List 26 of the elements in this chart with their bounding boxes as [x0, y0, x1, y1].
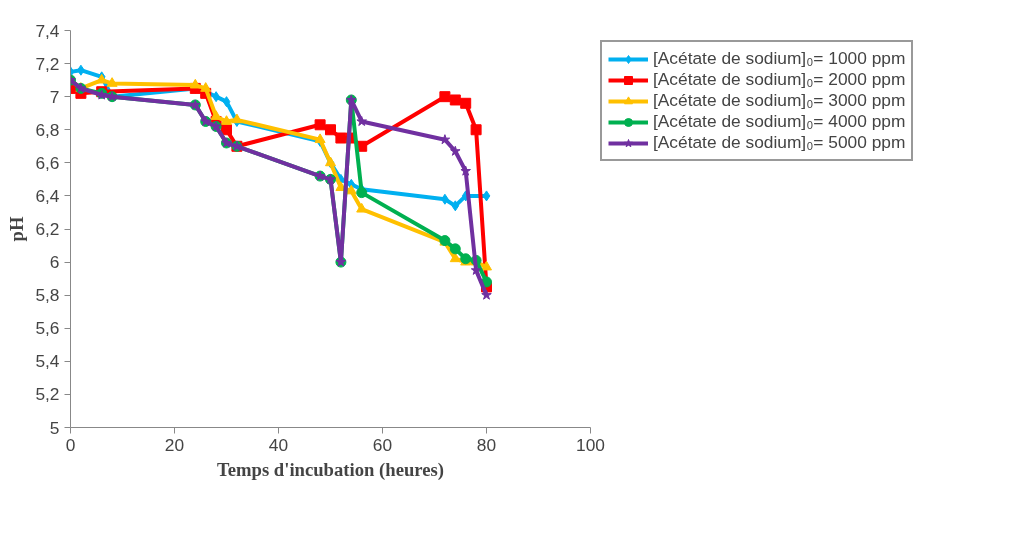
x-tick-label: 100 [576, 434, 605, 455]
y-tick-label: 5 [49, 417, 60, 438]
y-tick-label: 7,4 [35, 20, 60, 41]
x-tick-label: 60 [372, 434, 393, 455]
legend-label: [Acétate de sodium]₀= 3000 ppm [653, 90, 906, 111]
x-tick-label: 80 [476, 434, 497, 455]
y-tick-label: 7 [49, 86, 60, 107]
y-tick-label: 6,4 [35, 185, 60, 206]
legend-label: [Acétate de sodium]₀= 1000 ppm [653, 48, 906, 69]
x-tick-label: 0 [65, 434, 76, 455]
y-axis-title: pH [6, 216, 28, 242]
legend-label: [Acétate de sodium]₀= 2000 ppm [653, 69, 906, 90]
y-tick-label: 6,8 [35, 119, 60, 140]
y-tick-label: 5,4 [35, 351, 60, 372]
legend-label: [Acétate de sodium]₀= 5000 ppm [653, 132, 906, 153]
y-tick-label: 7,2 [35, 53, 60, 74]
y-tick-label: 5,8 [35, 285, 60, 306]
y-tick-label: 5,2 [35, 384, 60, 405]
x-tick-label: 20 [164, 434, 185, 455]
x-tick-label: 40 [268, 434, 289, 455]
x-axis-title: Temps d'incubation (heures) [216, 458, 445, 481]
y-tick-label: 6,2 [35, 219, 60, 239]
y-tick-label: 5,6 [35, 318, 60, 339]
y-tick-label: 6,6 [35, 152, 60, 173]
y-tick-label: 6 [49, 252, 60, 273]
legend-label: [Acétate de sodium]₀= 4000 ppm [653, 111, 906, 132]
